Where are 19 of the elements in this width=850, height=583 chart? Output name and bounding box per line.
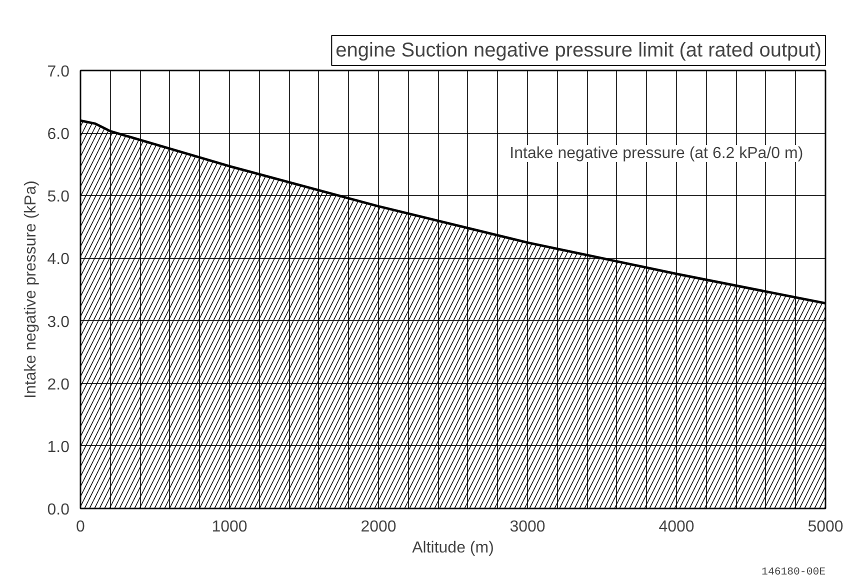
- x-tick-label: 0: [76, 518, 86, 536]
- y-tick-label: 2.0: [47, 376, 70, 394]
- y-tick-label: 4.0: [47, 251, 70, 268]
- y-tick-label: 6.0: [47, 126, 70, 144]
- x-tick-label: 4000: [658, 518, 694, 536]
- x-tick-label: 5000: [808, 518, 844, 536]
- y-tick-label: 7.0: [47, 64, 70, 80]
- y-axis-title: Intake negative pressure (kPa): [22, 180, 40, 398]
- x-axis-title: Altitude (m): [412, 540, 494, 556]
- y-tick-label: 5.0: [47, 188, 70, 206]
- y-tick-label: 3.0: [47, 314, 70, 331]
- text: Intake negative pressure (at 6.2 kPa/0 m): [510, 144, 804, 162]
- x-tick-label: 3000: [510, 518, 546, 536]
- text: 146180-00E: [762, 566, 826, 578]
- x-tick-label: 1000: [212, 518, 248, 536]
- y-tick-label: 1.0: [47, 438, 70, 456]
- y-tick-label: 0.0: [47, 502, 70, 518]
- x-tick-label: 2000: [360, 518, 396, 536]
- chart-title: engine Suction negative pressure limit (at rated output): [336, 40, 822, 62]
